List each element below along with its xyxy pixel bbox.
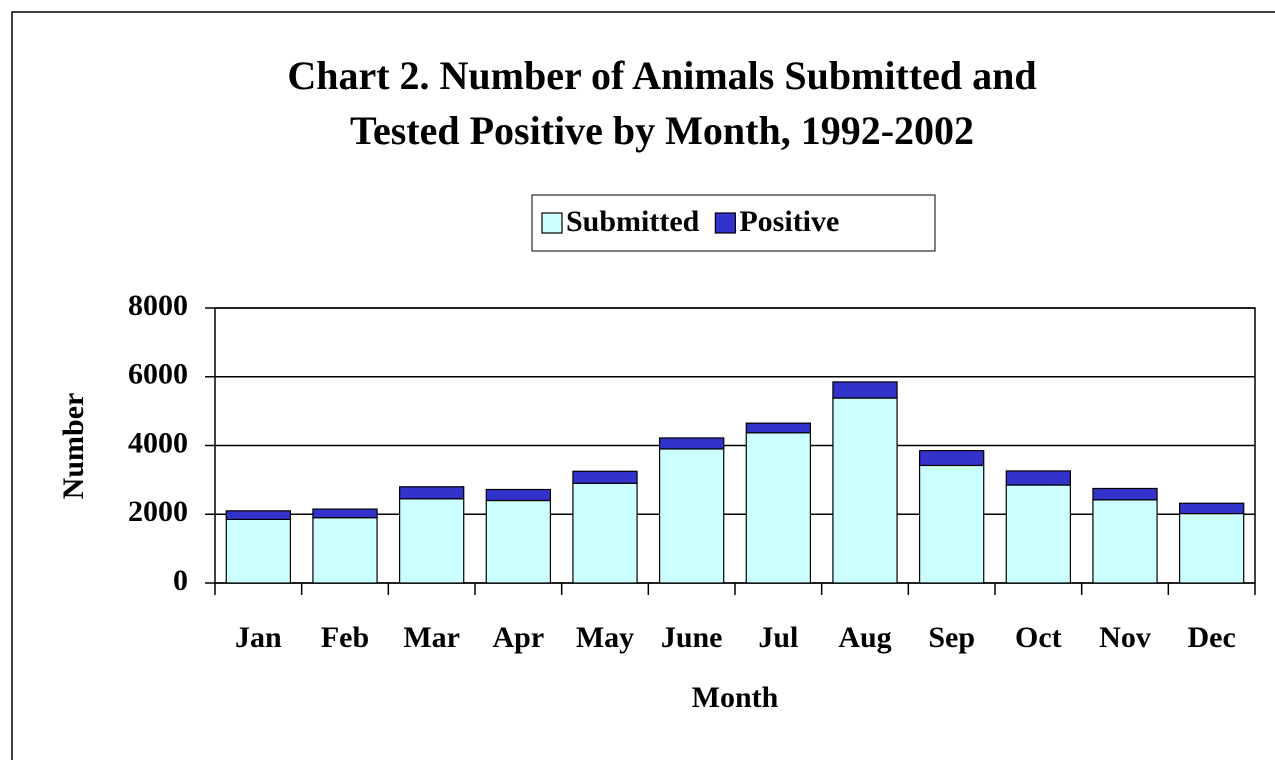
bar-segment (399, 498, 465, 584)
bar-segment (832, 397, 898, 584)
x-tick-label: Dec (1188, 621, 1236, 654)
x-tick-label: Oct (1015, 621, 1062, 654)
x-tick-label: Jul (758, 621, 798, 654)
bar-segment (1092, 487, 1158, 501)
bar-segment (658, 448, 725, 584)
bar-segment (1178, 512, 1245, 584)
bar-segment (572, 470, 638, 484)
bar-segment (745, 432, 811, 584)
bar-segment (312, 517, 378, 584)
bar-segment (312, 508, 378, 519)
y-tick-label: 4000 (128, 426, 188, 459)
legend-label: Submitted (566, 205, 700, 238)
bar-segment (658, 437, 725, 450)
x-tick-label: Jan (235, 621, 282, 654)
bar-segment (832, 381, 898, 399)
x-tick-label: Sep (928, 621, 975, 654)
bar-segment (225, 518, 291, 584)
legend-label: Positive (739, 205, 839, 238)
bar-segment (1178, 502, 1245, 515)
legend-swatch (714, 212, 736, 234)
y-tick-label: 6000 (128, 358, 188, 391)
bar-segment (1005, 470, 1071, 486)
y-tick-label: 2000 (128, 495, 188, 528)
x-tick-label: May (576, 621, 634, 654)
y-axis-label: Number (57, 393, 90, 500)
x-tick-label: Aug (838, 621, 891, 654)
y-tick-label: 0 (173, 564, 188, 597)
x-axis-label: Month (692, 681, 779, 714)
x-tick-label: June (661, 621, 723, 654)
bar-segment (572, 482, 638, 584)
chart-title: Tested Positive by Month, 1992-2002 (350, 108, 974, 153)
bar-segment (485, 488, 551, 502)
bar-segment (918, 464, 985, 584)
bar-segment (399, 486, 465, 500)
bar-segment (745, 422, 811, 434)
bar-segment (485, 499, 551, 584)
x-tick-label: Nov (1099, 621, 1151, 654)
bar-segment (918, 450, 985, 467)
x-tick-label: Feb (321, 621, 369, 654)
bar-segment (1092, 499, 1158, 584)
frame (11, 11, 1275, 760)
x-tick-label: Mar (403, 621, 460, 654)
chart-title: Chart 2. Number of Animals Submitted and (287, 53, 1036, 98)
bar-segment (225, 510, 291, 521)
legend-swatch (541, 212, 563, 234)
x-tick-label: Apr (492, 621, 544, 654)
y-tick-label: 8000 (128, 289, 188, 322)
bar-segment (1005, 484, 1071, 584)
